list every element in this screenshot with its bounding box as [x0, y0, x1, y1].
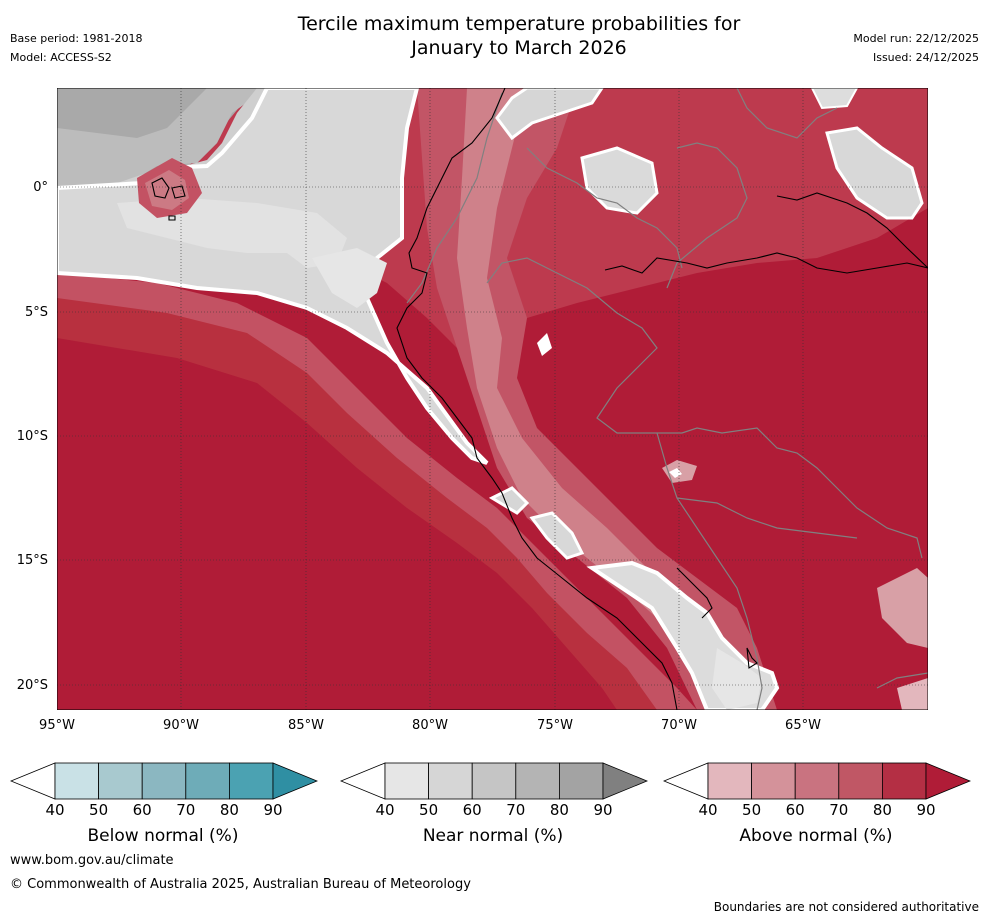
near-normal-bin-80 [558, 762, 604, 800]
coastlines [151, 88, 928, 710]
near-60-region [57, 88, 267, 188]
lon-label-80w: 80°W [412, 718, 448, 733]
below-normal-bin-80 [228, 762, 274, 800]
above-normal-bin-60 [794, 762, 840, 800]
near-normal-tick-60: 60 [462, 801, 482, 819]
near-normal-tick-70: 70 [506, 801, 526, 819]
base-period-text: Base period: 1981-2018 [10, 32, 143, 45]
above-normal-tick-40: 40 [698, 801, 718, 819]
near-normal-ne-corner [810, 88, 859, 110]
above-normal-bin-80 [881, 762, 927, 800]
lat-label-15s: 15°S [16, 553, 48, 568]
title-line-1: Tercile maximum temperature probabilitie… [297, 13, 741, 35]
near-normal-bin-40 [384, 762, 429, 800]
below-normal-bin-50 [98, 762, 143, 800]
galapagos-above-inner [145, 170, 189, 210]
near-normal-low-extension [340, 762, 386, 800]
above-50-southeast [877, 568, 928, 648]
near-normal-tick-80: 80 [549, 801, 569, 819]
above-normal-tick-80: 80 [872, 801, 892, 819]
lat-label-20s: 20°S [16, 678, 48, 693]
near-normal-northeast [825, 126, 924, 220]
near-normal-colombia [580, 146, 659, 215]
lat-label-5s: 5°S [24, 305, 48, 320]
lat-label-0: 0° [33, 180, 48, 195]
above-90-ocean [57, 338, 617, 710]
near-40-altiplano [712, 648, 762, 710]
website-text: www.bom.gov.au/climate [10, 853, 174, 868]
near-normal-bin-60 [471, 762, 517, 800]
above-normal-bin-40 [707, 762, 752, 800]
near-normal-colorbar [340, 762, 648, 800]
country-borders [406, 88, 928, 710]
above-normal-bin-70 [838, 762, 883, 800]
lat-label-10s: 10°S [16, 429, 48, 444]
near-normal-peru-south [529, 511, 585, 560]
above-70-andes [417, 88, 777, 710]
title-line-2: January to March 2026 [411, 37, 627, 59]
below-normal-legend-title: Below normal (%) [87, 826, 239, 846]
light-spot-1 [537, 333, 552, 356]
near-normal-tick-50: 50 [419, 801, 439, 819]
below-normal-low-extension [10, 762, 56, 800]
near-normal-north [495, 88, 604, 141]
below-normal-tick-40: 40 [45, 801, 65, 819]
above-normal-tick-50: 50 [742, 801, 762, 819]
lon-label-75w: 75°W [537, 718, 573, 733]
below-normal-colorbar [10, 762, 318, 800]
above-50-southeast-2 [897, 678, 928, 710]
below-normal-high-extension [272, 762, 318, 800]
probability-map [57, 88, 928, 710]
below-normal-bin-70 [185, 762, 230, 800]
below-normal-tick-70: 70 [176, 801, 196, 819]
model-name-text: Model: ACCESS-S2 [10, 51, 112, 64]
above-normal-high-extension [925, 762, 971, 800]
lon-label-85w: 85°W [288, 718, 324, 733]
below-normal-tick-50: 50 [89, 801, 109, 819]
above-normal-legend-title: Above normal (%) [739, 826, 893, 846]
above-normal-bin-50 [751, 762, 796, 800]
near-40-patch-2 [312, 248, 387, 308]
above-normal-low-extension [663, 762, 709, 800]
above-normal-tick-90: 90 [916, 801, 936, 819]
below-normal-bin-40 [54, 762, 99, 800]
lon-label-65w: 65°W [785, 718, 821, 733]
lon-label-95w: 95°W [39, 718, 75, 733]
below-normal-tick-80: 80 [219, 801, 239, 819]
near-normal-tick-90: 90 [593, 801, 613, 819]
above-normal-tick-60: 60 [785, 801, 805, 819]
map-title: Tercile maximum temperature probabilitie… [0, 12, 988, 60]
near-normal-tick-40: 40 [375, 801, 395, 819]
near-normal-bin-50 [428, 762, 473, 800]
near-normal-peru-coast [488, 486, 530, 515]
issued-text: Issued: 24/12/2025 [872, 51, 979, 64]
below-normal-tick-60: 60 [132, 801, 152, 819]
copyright-text: © Commonwealth of Australia 2025, Austra… [10, 877, 471, 892]
lon-label-90w: 90°W [163, 718, 199, 733]
above-normal-tick-70: 70 [829, 801, 849, 819]
above-normal-colorbar [663, 762, 971, 800]
model-run-text: Model run: 22/12/2025 [853, 32, 979, 45]
lon-label-70w: 70°W [661, 718, 697, 733]
map-grid [57, 88, 928, 710]
near-normal-bin-70 [515, 762, 560, 800]
near-normal-legend-title: Near normal (%) [422, 826, 564, 846]
near-normal-high-extension [602, 762, 648, 800]
below-normal-bin-60 [141, 762, 187, 800]
below-normal-tick-90: 90 [263, 801, 283, 819]
disclaimer-text: Boundaries are not considered authoritat… [713, 900, 979, 914]
